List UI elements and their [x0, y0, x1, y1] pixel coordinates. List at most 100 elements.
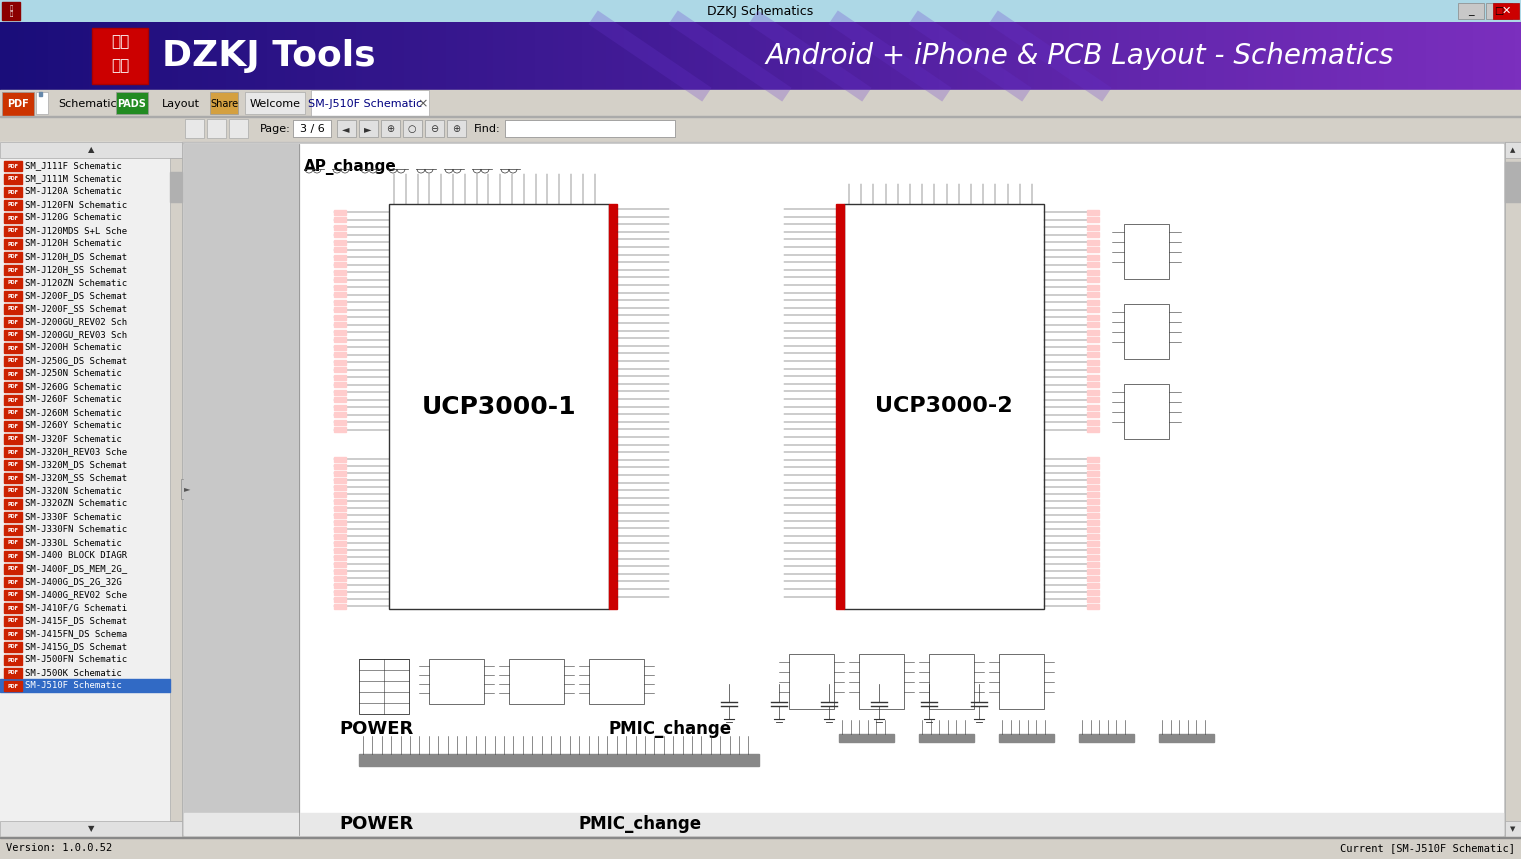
Text: SM-J200H Schematic: SM-J200H Schematic: [24, 344, 122, 352]
Text: SM-J120ZN Schematic: SM-J120ZN Schematic: [24, 278, 128, 288]
Text: PDF: PDF: [8, 176, 18, 181]
Text: PDF: PDF: [8, 527, 18, 533]
Text: PDF: PDF: [8, 385, 18, 389]
Bar: [5, 317, 21, 327]
Bar: [335, 471, 345, 476]
Text: SM-J400F_DS_MEM_2G_: SM-J400F_DS_MEM_2G_: [24, 564, 128, 574]
Bar: [1088, 562, 1100, 566]
Text: Version: 1.0.0.52: Version: 1.0.0.52: [6, 843, 113, 853]
Text: PDF: PDF: [8, 566, 18, 571]
Bar: [335, 254, 345, 259]
Bar: [359, 120, 379, 137]
Bar: [1088, 375, 1100, 380]
Bar: [5, 655, 21, 665]
Text: PDF: PDF: [8, 241, 18, 247]
Bar: [999, 654, 1043, 709]
Bar: [335, 397, 345, 402]
Bar: [1088, 498, 1100, 503]
Bar: [335, 337, 345, 342]
Bar: [207, 119, 227, 138]
Bar: [335, 367, 345, 372]
Bar: [5, 629, 21, 639]
Bar: [1088, 520, 1100, 525]
Bar: [40, 92, 43, 96]
Bar: [1486, 3, 1512, 19]
Bar: [1088, 464, 1100, 468]
Text: DZKJ Tools: DZKJ Tools: [163, 39, 376, 73]
Bar: [919, 734, 973, 742]
Bar: [1088, 300, 1100, 304]
Bar: [5, 369, 21, 379]
Bar: [335, 520, 345, 525]
Bar: [335, 375, 345, 380]
Bar: [1088, 240, 1100, 245]
Bar: [1088, 344, 1100, 350]
Text: PDF: PDF: [8, 684, 18, 689]
Text: PDF: PDF: [8, 332, 18, 338]
Bar: [245, 92, 306, 114]
Bar: [335, 427, 345, 432]
Bar: [335, 217, 345, 222]
Bar: [1088, 367, 1100, 372]
Text: ×: ×: [418, 98, 429, 111]
Bar: [389, 204, 608, 609]
Text: SM-J320H_REV03 Sche: SM-J320H_REV03 Sche: [24, 448, 128, 456]
Bar: [1088, 210, 1100, 215]
Bar: [859, 654, 903, 709]
Bar: [5, 330, 21, 340]
Text: UCP3000-1: UCP3000-1: [421, 394, 576, 418]
Text: SM-J200F_SS Schemat: SM-J200F_SS Schemat: [24, 304, 128, 314]
Bar: [5, 668, 21, 678]
Bar: [2, 2, 20, 20]
Bar: [335, 527, 345, 532]
Bar: [1088, 491, 1100, 497]
Bar: [335, 562, 345, 566]
Bar: [335, 344, 345, 350]
Bar: [789, 654, 834, 709]
Bar: [294, 120, 332, 137]
Text: ►: ►: [184, 484, 190, 494]
Text: PDF: PDF: [8, 267, 18, 272]
Bar: [335, 330, 345, 334]
Bar: [335, 412, 345, 417]
Bar: [1088, 254, 1100, 259]
Bar: [1088, 540, 1100, 545]
Text: PDF: PDF: [8, 163, 18, 168]
Text: 3 / 6: 3 / 6: [300, 124, 324, 134]
Bar: [335, 582, 345, 588]
Bar: [5, 239, 21, 249]
Text: SM-J320ZN Schematic: SM-J320ZN Schematic: [24, 499, 128, 509]
Bar: [403, 120, 421, 137]
Bar: [1088, 397, 1100, 402]
Bar: [505, 120, 675, 137]
Bar: [1088, 513, 1100, 517]
Bar: [170, 172, 183, 202]
Text: SM_J111M Schematic: SM_J111M Schematic: [24, 174, 122, 184]
Bar: [5, 590, 21, 600]
Text: SM-J400G_DS_2G_32G: SM-J400G_DS_2G_32G: [24, 577, 128, 587]
Text: ►: ►: [364, 124, 371, 134]
Bar: [1459, 3, 1484, 19]
Text: SM_J111F Schematic: SM_J111F Schematic: [24, 161, 122, 170]
Bar: [184, 813, 1503, 835]
Bar: [335, 277, 345, 282]
Text: PDF: PDF: [8, 398, 18, 403]
Text: PDF: PDF: [8, 540, 18, 545]
Bar: [1088, 284, 1100, 289]
Text: DZKJ Schematics: DZKJ Schematics: [707, 4, 814, 17]
Bar: [1088, 330, 1100, 334]
Text: PDF: PDF: [8, 631, 18, 637]
Bar: [335, 478, 345, 483]
Text: PDF: PDF: [8, 358, 18, 363]
Bar: [5, 577, 21, 587]
Text: Android + iPhone & PCB Layout - Schematics: Android + iPhone & PCB Layout - Schemati…: [765, 42, 1395, 70]
Bar: [5, 421, 21, 431]
Bar: [1088, 262, 1100, 267]
Bar: [116, 92, 148, 114]
Text: Current [SM-J510F Schematic]: Current [SM-J510F Schematic]: [1340, 843, 1515, 853]
Bar: [184, 144, 1503, 835]
Bar: [5, 252, 21, 262]
Text: PDF: PDF: [8, 593, 18, 598]
Text: SM-J250G_DS Schemat: SM-J250G_DS Schemat: [24, 356, 128, 365]
Text: SM-J510F Schematic: SM-J510F Schematic: [307, 99, 421, 109]
